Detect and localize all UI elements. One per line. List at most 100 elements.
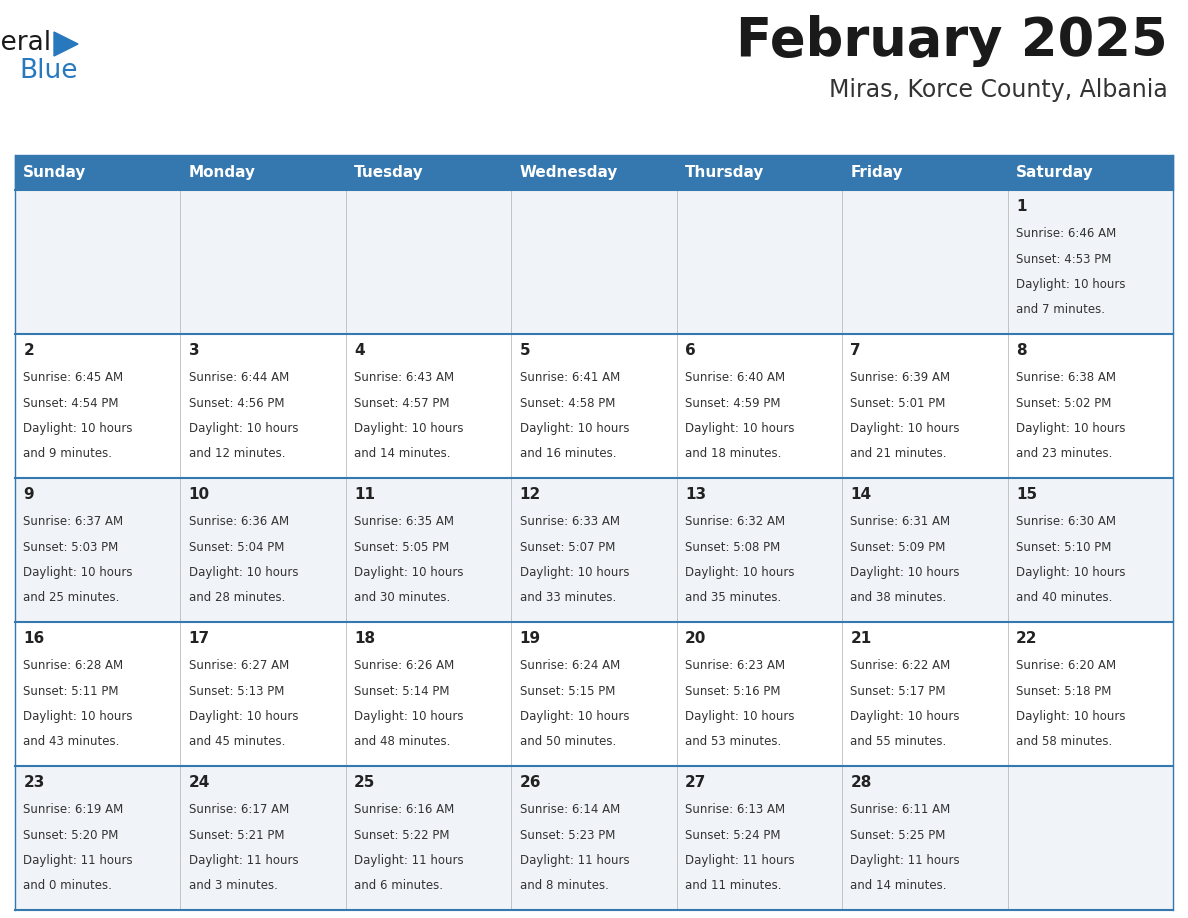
- Text: 23: 23: [24, 775, 45, 790]
- Text: Daylight: 11 hours: Daylight: 11 hours: [851, 854, 960, 867]
- Bar: [346, 478, 511, 622]
- Text: 17: 17: [189, 632, 210, 646]
- Bar: [346, 334, 511, 478]
- Text: Sunset: 5:21 PM: Sunset: 5:21 PM: [189, 829, 284, 842]
- Text: and 8 minutes.: and 8 minutes.: [519, 879, 608, 892]
- Text: Sunset: 5:24 PM: Sunset: 5:24 PM: [685, 829, 781, 842]
- Text: Daylight: 10 hours: Daylight: 10 hours: [519, 710, 630, 722]
- Bar: [511, 334, 677, 478]
- Text: Saturday: Saturday: [1016, 165, 1094, 180]
- Text: Daylight: 10 hours: Daylight: 10 hours: [1016, 278, 1125, 291]
- Text: and 45 minutes.: and 45 minutes.: [189, 735, 285, 748]
- Text: and 14 minutes.: and 14 minutes.: [851, 879, 947, 892]
- Text: Sunset: 5:20 PM: Sunset: 5:20 PM: [24, 829, 119, 842]
- Text: Sunset: 5:01 PM: Sunset: 5:01 PM: [851, 397, 946, 409]
- Text: 13: 13: [685, 487, 706, 502]
- Bar: [511, 766, 677, 910]
- Text: Miras, Korce County, Albania: Miras, Korce County, Albania: [829, 78, 1168, 102]
- Text: Sunrise: 6:13 AM: Sunrise: 6:13 AM: [685, 803, 785, 816]
- Bar: [181, 478, 346, 622]
- Bar: [511, 478, 677, 622]
- Text: Daylight: 10 hours: Daylight: 10 hours: [354, 565, 463, 579]
- Text: Sunrise: 6:23 AM: Sunrise: 6:23 AM: [685, 659, 785, 673]
- Text: and 9 minutes.: and 9 minutes.: [24, 447, 113, 460]
- Text: Sunrise: 6:20 AM: Sunrise: 6:20 AM: [1016, 659, 1116, 673]
- Text: Sunset: 5:08 PM: Sunset: 5:08 PM: [685, 541, 781, 554]
- Bar: [511, 190, 677, 334]
- Text: 14: 14: [851, 487, 872, 502]
- Text: Sunrise: 6:19 AM: Sunrise: 6:19 AM: [24, 803, 124, 816]
- Bar: [15, 334, 181, 478]
- Text: Sunset: 5:25 PM: Sunset: 5:25 PM: [851, 829, 946, 842]
- Text: Sunset: 4:57 PM: Sunset: 4:57 PM: [354, 397, 449, 409]
- Bar: [842, 478, 1007, 622]
- Text: Daylight: 10 hours: Daylight: 10 hours: [1016, 710, 1125, 722]
- Text: Sunset: 5:09 PM: Sunset: 5:09 PM: [851, 541, 946, 554]
- Text: 28: 28: [851, 775, 872, 790]
- Bar: [346, 766, 511, 910]
- Bar: [346, 155, 511, 190]
- Text: and 12 minutes.: and 12 minutes.: [189, 447, 285, 460]
- Bar: [15, 766, 181, 910]
- Text: Daylight: 10 hours: Daylight: 10 hours: [354, 422, 463, 435]
- Text: Sunset: 4:53 PM: Sunset: 4:53 PM: [1016, 252, 1111, 265]
- Bar: [842, 334, 1007, 478]
- Bar: [1007, 190, 1173, 334]
- Text: 5: 5: [519, 343, 530, 358]
- Text: Daylight: 10 hours: Daylight: 10 hours: [851, 710, 960, 722]
- Text: Sunset: 4:58 PM: Sunset: 4:58 PM: [519, 397, 615, 409]
- Text: and 3 minutes.: and 3 minutes.: [189, 879, 278, 892]
- Text: Sunrise: 6:16 AM: Sunrise: 6:16 AM: [354, 803, 454, 816]
- Text: Sunset: 5:03 PM: Sunset: 5:03 PM: [24, 541, 119, 554]
- Text: Sunset: 5:05 PM: Sunset: 5:05 PM: [354, 541, 449, 554]
- Text: and 43 minutes.: and 43 minutes.: [24, 735, 120, 748]
- Text: Wednesday: Wednesday: [519, 165, 618, 180]
- Text: Daylight: 10 hours: Daylight: 10 hours: [519, 422, 630, 435]
- Text: Sunrise: 6:37 AM: Sunrise: 6:37 AM: [24, 515, 124, 529]
- Text: Friday: Friday: [851, 165, 903, 180]
- Text: Sunrise: 6:31 AM: Sunrise: 6:31 AM: [851, 515, 950, 529]
- Text: Sunset: 5:13 PM: Sunset: 5:13 PM: [189, 685, 284, 698]
- Text: Sunrise: 6:39 AM: Sunrise: 6:39 AM: [851, 372, 950, 385]
- Bar: [181, 155, 346, 190]
- Text: and 33 minutes.: and 33 minutes.: [519, 591, 615, 604]
- Text: and 25 minutes.: and 25 minutes.: [24, 591, 120, 604]
- Text: Sunrise: 6:11 AM: Sunrise: 6:11 AM: [851, 803, 950, 816]
- Bar: [511, 622, 677, 766]
- Text: and 11 minutes.: and 11 minutes.: [685, 879, 782, 892]
- Text: February 2025: February 2025: [737, 15, 1168, 67]
- Text: 3: 3: [189, 343, 200, 358]
- Text: Daylight: 10 hours: Daylight: 10 hours: [851, 422, 960, 435]
- Text: and 50 minutes.: and 50 minutes.: [519, 735, 615, 748]
- Text: 27: 27: [685, 775, 707, 790]
- Text: and 7 minutes.: and 7 minutes.: [1016, 303, 1105, 316]
- Text: Thursday: Thursday: [685, 165, 764, 180]
- Text: 8: 8: [1016, 343, 1026, 358]
- Text: and 16 minutes.: and 16 minutes.: [519, 447, 617, 460]
- Text: Sunset: 5:15 PM: Sunset: 5:15 PM: [519, 685, 615, 698]
- Text: Sunrise: 6:46 AM: Sunrise: 6:46 AM: [1016, 228, 1116, 241]
- Text: Sunset: 5:18 PM: Sunset: 5:18 PM: [1016, 685, 1111, 698]
- Text: Sunrise: 6:28 AM: Sunrise: 6:28 AM: [24, 659, 124, 673]
- Text: Sunset: 5:04 PM: Sunset: 5:04 PM: [189, 541, 284, 554]
- Bar: [677, 766, 842, 910]
- Text: Sunrise: 6:27 AM: Sunrise: 6:27 AM: [189, 659, 289, 673]
- Text: Daylight: 11 hours: Daylight: 11 hours: [24, 854, 133, 867]
- Bar: [511, 155, 677, 190]
- Bar: [677, 334, 842, 478]
- Bar: [1007, 766, 1173, 910]
- Bar: [842, 766, 1007, 910]
- Text: 19: 19: [519, 632, 541, 646]
- Text: and 40 minutes.: and 40 minutes.: [1016, 591, 1112, 604]
- Text: General: General: [0, 30, 52, 56]
- Text: Daylight: 10 hours: Daylight: 10 hours: [685, 710, 795, 722]
- Text: and 30 minutes.: and 30 minutes.: [354, 591, 450, 604]
- Bar: [181, 190, 346, 334]
- Text: 16: 16: [24, 632, 44, 646]
- Text: 6: 6: [685, 343, 696, 358]
- Text: Sunrise: 6:35 AM: Sunrise: 6:35 AM: [354, 515, 454, 529]
- Text: Sunset: 5:23 PM: Sunset: 5:23 PM: [519, 829, 615, 842]
- Text: Sunrise: 6:33 AM: Sunrise: 6:33 AM: [519, 515, 620, 529]
- Text: 11: 11: [354, 487, 375, 502]
- Bar: [15, 622, 181, 766]
